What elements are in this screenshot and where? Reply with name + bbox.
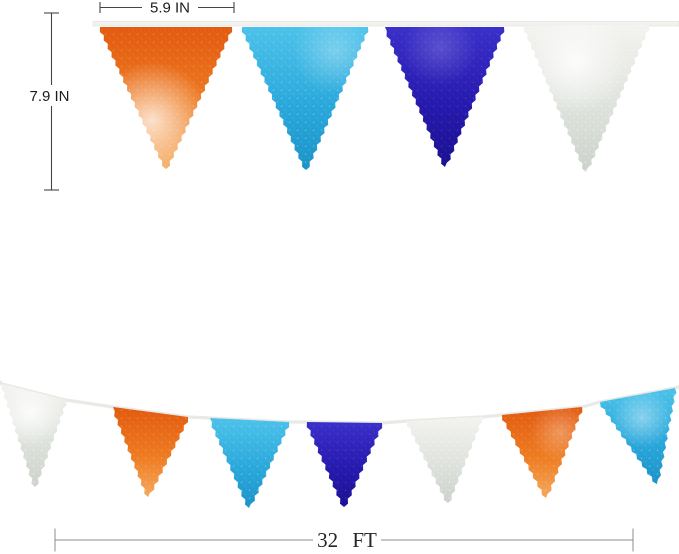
banner-length-label: 32 FT: [317, 528, 377, 552]
foil-texture: [210, 418, 290, 508]
foil-sheen: [600, 388, 677, 484]
foil-sheen: [99, 27, 233, 169]
banner-tape: [92, 21, 679, 27]
foil-sheen: [385, 27, 505, 167]
foil-texture: [407, 417, 483, 503]
bottom-pennant-banner: [0, 379, 679, 508]
foil-sheen: [523, 25, 650, 172]
label-backdrop: [313, 526, 381, 553]
label-backdrop: [142, 0, 198, 16]
flag-height-label: 7.9 IN: [29, 88, 69, 105]
foil-texture: [306, 422, 383, 507]
foil-sheen: [502, 407, 583, 498]
foil-texture: [113, 407, 188, 497]
top-pennant-banner: [92, 21, 679, 172]
label-backdrop: [24, 85, 75, 106]
top-banner-flags: [99, 25, 650, 172]
width-dimension-annotation: 5.9 IN: [99, 0, 235, 17]
bottom-banner-flags: [1, 384, 677, 508]
foil-sheen: [241, 27, 369, 170]
height-dimension-annotation: 7.9 IN: [24, 12, 75, 191]
length-dimension-annotation: 32 FT: [54, 526, 634, 553]
flag-width-label: 5.9 IN: [150, 0, 190, 17]
foil-sheen: [1, 384, 67, 487]
